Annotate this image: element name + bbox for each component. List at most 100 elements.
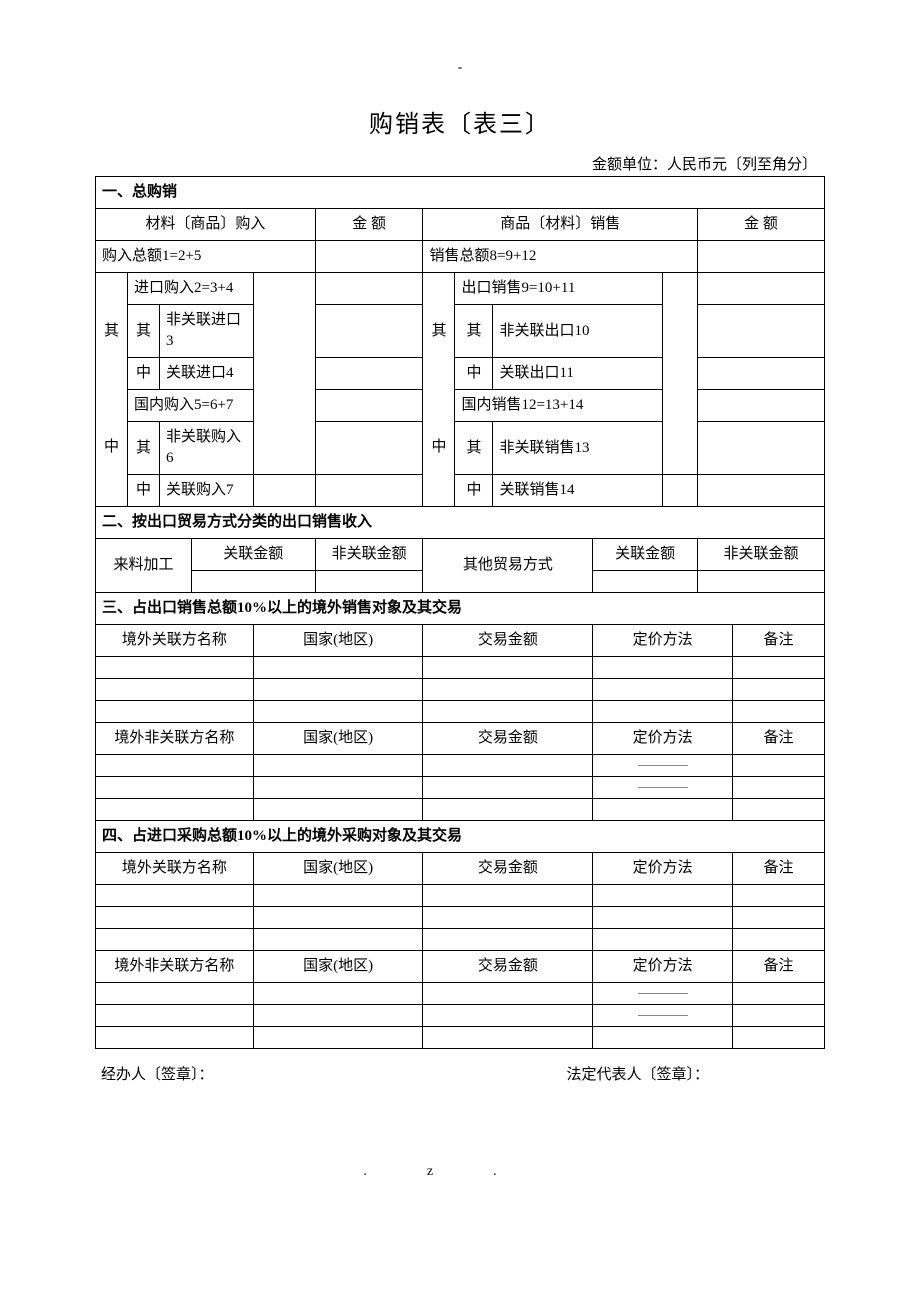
cell-empty	[663, 475, 698, 507]
cell-empty	[315, 358, 423, 390]
cell-empty	[663, 273, 698, 475]
cell-empty	[96, 799, 254, 821]
s3-overseas-nonrelated: 境外非关联方名称	[96, 723, 254, 755]
other-trade: 其他贸易方式	[423, 539, 593, 593]
zhong-inner-left2: 中	[127, 475, 159, 507]
s4-overseas-related: 境外关联方名称	[96, 853, 254, 885]
unit-line: 金额单位：人民币元〔列至角分〕	[95, 153, 825, 174]
cell-empty	[253, 777, 423, 799]
cell-empty	[96, 701, 254, 723]
cell-empty	[698, 358, 825, 390]
amount-hdr-right: 金 额	[698, 209, 825, 241]
cell-empty	[253, 273, 315, 475]
purchase-total: 购入总额1=2+5	[96, 241, 316, 273]
cell-empty	[733, 1027, 825, 1049]
cell-empty	[733, 983, 825, 1005]
cell-empty	[423, 701, 593, 723]
cell-underline	[593, 777, 733, 799]
cell-empty	[698, 241, 825, 273]
cell-empty	[423, 1005, 593, 1027]
cell-empty	[423, 885, 593, 907]
s4-txn2: 交易金额	[423, 951, 593, 983]
cell-empty	[733, 929, 825, 951]
cell-empty	[733, 885, 825, 907]
form-table: 一、总购销 材料〔商品〕购入 金 额 商品〔材料〕销售 金 额 购入总额1=2+…	[95, 176, 825, 1049]
cell-empty	[315, 305, 423, 358]
goods-sales-hdr: 商品〔材料〕销售	[423, 209, 698, 241]
cell-empty	[593, 679, 733, 701]
s4-overseas-nonrelated: 境外非关联方名称	[96, 951, 254, 983]
s3-remark2: 备注	[733, 723, 825, 755]
related-sales: 关联销售14	[493, 475, 663, 507]
related-export: 关联出口11	[493, 358, 663, 390]
cell-empty	[698, 305, 825, 358]
cell-empty	[96, 777, 254, 799]
s4-txn: 交易金额	[423, 853, 593, 885]
cell-empty	[733, 755, 825, 777]
domestic-purchase: 国内购入5=6+7	[127, 390, 253, 422]
s3-pricing2: 定价方法	[593, 723, 733, 755]
cell-empty	[593, 657, 733, 679]
qi-inner-left: 其	[127, 305, 159, 358]
s3-txn: 交易金额	[423, 625, 593, 657]
s4-country: 国家(地区)	[253, 853, 423, 885]
s4-remark: 备注	[733, 853, 825, 885]
cell-empty	[96, 755, 254, 777]
section4-header: 四、占进口采购总额10%以上的境外采购对象及其交易	[96, 821, 825, 853]
cell-empty	[593, 571, 698, 593]
cell-empty	[253, 755, 423, 777]
cell-empty	[593, 1027, 733, 1049]
related-amt: 关联金额	[191, 539, 315, 571]
cell-empty	[733, 657, 825, 679]
cell-empty	[423, 679, 593, 701]
s3-overseas-related: 境外关联方名称	[96, 625, 254, 657]
cell-empty	[423, 799, 593, 821]
cell-empty	[733, 777, 825, 799]
cell-underline	[593, 755, 733, 777]
zhong-inner-right: 中	[455, 358, 493, 390]
cell-empty	[253, 679, 423, 701]
cell-empty	[423, 983, 593, 1005]
zhong-inner-right2: 中	[455, 475, 493, 507]
cell-empty	[253, 799, 423, 821]
cell-empty	[698, 390, 825, 422]
cell-empty	[733, 679, 825, 701]
amount-hdr-left: 金 额	[315, 209, 423, 241]
section3-header: 三、占出口销售总额10%以上的境外销售对象及其交易	[96, 593, 825, 625]
zhong-inner-left: 中	[127, 358, 159, 390]
cell-empty	[253, 475, 315, 507]
cell-empty	[698, 422, 825, 475]
footer-signatures: 经办人〔签章〕： 法定代表人〔签章〕：	[95, 1063, 825, 1084]
nonrelated-amt2: 非关联金额	[698, 539, 825, 571]
s4-pricing: 定价方法	[593, 853, 733, 885]
s3-txn2: 交易金额	[423, 723, 593, 755]
cell-empty	[733, 701, 825, 723]
s3-remark: 备注	[733, 625, 825, 657]
cell-empty	[315, 241, 423, 273]
s3-country: 国家(地区)	[253, 625, 423, 657]
handler-sign: 经办人〔签章〕：	[101, 1063, 214, 1084]
cell-underline	[593, 983, 733, 1005]
cell-empty	[191, 571, 315, 593]
cell-empty	[253, 657, 423, 679]
cell-empty	[253, 983, 423, 1005]
cell-empty	[96, 983, 254, 1005]
qi-inner-right2: 其	[455, 422, 493, 475]
zhong-right: 中	[423, 390, 455, 507]
section2-header: 二、按出口贸易方式分类的出口销售收入	[96, 507, 825, 539]
qi-inner-right: 其	[455, 305, 493, 358]
cell-empty	[423, 907, 593, 929]
cell-empty	[315, 390, 423, 422]
related-purchase: 关联购入7	[159, 475, 253, 507]
cell-empty	[423, 657, 593, 679]
import-purchase: 进口购入2=3+4	[127, 273, 253, 305]
cell-empty	[315, 571, 423, 593]
cell-empty	[423, 755, 593, 777]
cell-empty	[423, 1027, 593, 1049]
cell-empty	[96, 929, 254, 951]
nonrelated-sales: 非关联销售13	[493, 422, 663, 475]
zhong-left: 中	[96, 390, 128, 507]
cell-empty	[96, 885, 254, 907]
cell-empty	[96, 1005, 254, 1027]
cell-empty	[253, 1005, 423, 1027]
